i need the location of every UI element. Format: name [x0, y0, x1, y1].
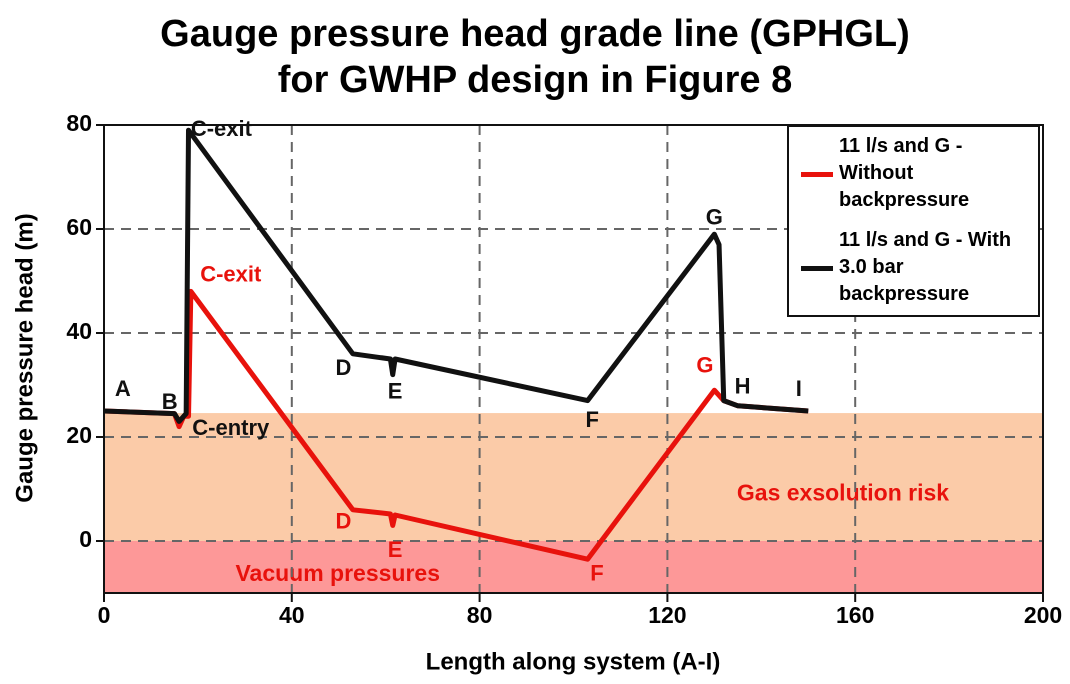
annotation: I: [796, 376, 802, 401]
x-tick-label: 0: [98, 602, 111, 628]
x-axis-label: Length along system (A-I): [426, 648, 721, 675]
band-label: Gas exsolution risk: [737, 479, 949, 505]
legend-label: 11 l/s and G - With 3.0 bar backpressure: [839, 229, 1012, 305]
legend-swatch: [801, 172, 833, 177]
band: [104, 413, 1043, 541]
annotation: E: [388, 379, 403, 404]
annotation: D: [335, 355, 351, 380]
legend: 11 l/s and G - Without backpressure 11 l/…: [787, 125, 1040, 317]
annotation: E: [388, 537, 403, 562]
annotation: A: [115, 376, 131, 401]
annotation: C-exit: [200, 262, 262, 287]
x-tick-label: 80: [467, 602, 493, 628]
annotation: F: [590, 561, 603, 586]
y-axis-label: Gauge pressure head (m): [11, 213, 38, 502]
y-tick-label: 40: [66, 318, 92, 344]
annotation: C-exit: [191, 116, 253, 141]
y-tick-label: 60: [66, 214, 92, 240]
x-tick-label: 40: [279, 602, 305, 628]
y-tick-label: 20: [66, 422, 92, 448]
x-tick-label: 200: [1024, 602, 1062, 628]
x-tick-label: 160: [836, 602, 874, 628]
annotation: G: [696, 353, 713, 378]
band: [104, 541, 1043, 593]
legend-label: 11 l/s and G - Without backpressure: [839, 135, 970, 211]
plot-frame: [103, 124, 1044, 594]
annotation: F: [586, 407, 599, 432]
annotation: D: [335, 509, 351, 534]
x-tick-label: 120: [648, 602, 686, 628]
annotation: C-entry: [192, 415, 270, 440]
annotation: H: [735, 373, 751, 398]
chart-title: Gauge pressure head grade line (GPHGL): [160, 13, 910, 55]
annotation: B: [162, 389, 178, 414]
band-label: Vacuum pressures: [235, 560, 440, 586]
series-line: [103, 127, 809, 424]
chart-title: for GWHP design in Figure 8: [277, 59, 793, 101]
y-tick-label: 0: [79, 526, 92, 552]
annotation: G: [706, 204, 723, 229]
y-tick-label: 80: [66, 110, 92, 136]
legend-swatch: [801, 266, 833, 271]
legend-item: 11 l/s and G - With 3.0 bar backpressure: [789, 221, 1038, 315]
legend-item: 11 l/s and G - Without backpressure: [789, 127, 1038, 221]
